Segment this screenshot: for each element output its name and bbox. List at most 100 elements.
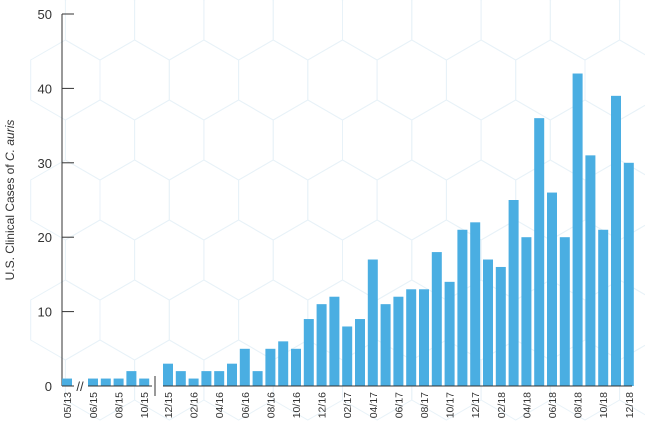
x-tick-label: 06/17 [393,392,405,418]
y-tick-label: 40 [38,81,52,96]
bar [585,155,596,386]
bar [380,304,391,386]
x-tick-label: 10/17 [445,392,457,418]
hex-cell [203,219,274,301]
hex-cell [134,0,205,61]
x-tick-label: 02/18 [496,392,508,418]
hex-cell [272,219,343,301]
y-tick-label: 20 [38,230,52,245]
bar [457,229,468,386]
x-axis: //05/13 06/15 08/15 10/15 12/15 02/16 04/16 06/… [62,376,636,418]
hex-cell [134,99,205,181]
x-tick-label: 06/15 [88,392,100,418]
bar [265,348,276,386]
hex-cell [376,159,447,241]
bar [419,289,429,386]
y-axis-title-italic: C. auris [3,120,17,161]
hex-cell [549,99,621,181]
hex-cell [619,0,645,56]
y-axis-title: U.S. Clinical Cases of C. auris [3,120,17,281]
hex-cell [307,39,378,121]
x-tick-label: 08/18 [573,392,585,418]
bar [495,266,506,386]
bar [303,319,314,386]
bar [252,371,263,386]
y-axis: 0 10 20 30 40 50 [38,7,74,394]
x-tick-label: 08/17 [419,392,431,418]
bar [163,363,173,386]
bar [329,296,340,386]
x-tick-label: 06/18 [547,392,559,418]
hex-cell [203,0,274,61]
y-tick-label: 30 [38,156,52,171]
hex-cell [99,159,170,241]
hex-cell [238,159,309,241]
bar [444,281,455,386]
x-tick-label: 10/16 [291,392,303,418]
x-tick-label: 12/16 [317,392,329,418]
hex-cell [30,279,101,361]
hex-cell [238,39,309,121]
bar [598,229,609,386]
bar [367,259,378,386]
x-tick-label: 04/18 [521,392,533,418]
bar [139,378,150,386]
bars [62,73,634,387]
bar [88,378,98,386]
bar [623,162,634,386]
hex-cell [168,279,240,361]
bar [559,237,570,386]
bar [470,222,481,386]
hex-cell [272,0,343,61]
bar [188,378,199,386]
y-tick-label: 10 [38,305,52,320]
bar [534,118,545,386]
y-tick-label: 50 [38,7,52,22]
x-tick-label: 12/17 [470,392,482,418]
x-tick-label: 12/18 [624,392,636,418]
x-tick-label: 02/17 [342,392,354,418]
x-tick-label: 12/15 [163,392,175,418]
hex-cell [549,0,621,61]
hex-cell [99,39,170,121]
hex-cell [342,0,413,61]
y-tick-label: 0 [45,379,52,394]
hex-cell [64,0,136,61]
hex-cell [272,99,343,181]
bar [508,200,519,386]
hex-cell [411,99,482,181]
bar [431,252,442,386]
hex-cell [445,39,517,121]
bar [62,378,72,386]
bar [126,371,137,386]
x-tick-label: 04/17 [368,392,380,418]
hex-cell [619,344,645,416]
bar [393,296,404,386]
x-tick-label: 08/15 [114,392,126,418]
y-axis-title-prefix: U.S. Clinical Cases of [3,161,17,280]
hex-cell [411,0,482,61]
bar [214,371,225,386]
bar [239,348,250,386]
bar [113,378,124,386]
x-tick-label: 02/16 [189,392,201,418]
bar [316,304,327,386]
bar [278,341,289,386]
hex-cell [30,159,101,241]
bar [406,289,417,386]
x-tick-label: 05/13 [62,392,74,418]
hex-cell [168,39,240,121]
bar [521,237,532,386]
x-tick-label: 06/16 [240,392,252,418]
hex-cell [342,99,413,181]
x-tick-label: 04/16 [214,392,226,418]
bar [611,95,621,386]
bar [355,319,365,386]
hex-cell [238,279,309,361]
bar [572,73,583,387]
x-tick-label: 08/16 [265,392,277,418]
x-axis-break-mark: // [76,379,84,394]
hex-cell [64,99,136,181]
x-tick-label: 10/15 [139,392,151,418]
